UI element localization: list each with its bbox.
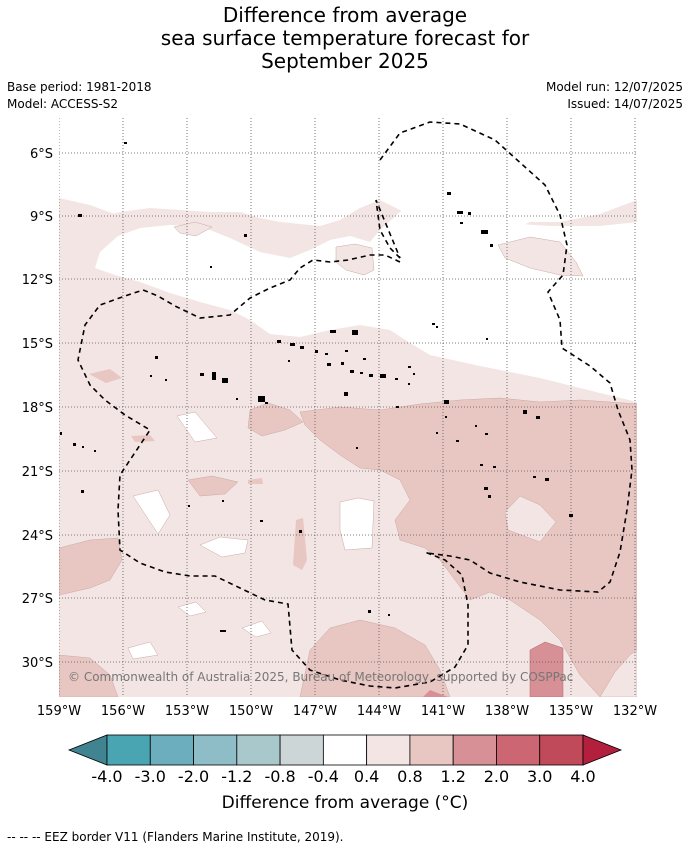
longitude-label: 144°W: [357, 704, 401, 719]
base-period: Base period: 1981-2018: [7, 80, 152, 94]
anomaly-region-strong: [529, 641, 564, 697]
near-average-patch: [199, 536, 249, 558]
near-average-patch: [127, 641, 159, 660]
anomaly-patch-medium: [248, 478, 263, 484]
anomaly-patch: [173, 221, 213, 237]
colorbar-tick-label: -3.0: [135, 767, 166, 786]
title-line-3: September 2025: [261, 49, 429, 73]
colorbar-swatch: [149, 734, 194, 766]
anomaly-patch-medium: [293, 518, 307, 570]
near-average-patch: [132, 489, 171, 535]
anomaly-patch-medium: [59, 537, 123, 596]
latitude-label: 12°S: [22, 273, 53, 288]
near-average-patch: [177, 601, 207, 617]
colorbar-extend-high: [582, 734, 623, 766]
anomaly-patch-west: [59, 198, 120, 238]
latitude-label: 15°S: [22, 337, 53, 352]
eez-footnote: -- -- -- EEZ border V11 (Flanders Marine…: [7, 830, 344, 844]
colorbar-swatch: [452, 734, 497, 766]
colorbar-swatch: [409, 734, 454, 766]
latitude-labels: 6°S 9°S 12°S 15°S 18°S 21°S 24°S 27°S 30°S: [22, 147, 53, 671]
map-plot-area: © Commonwealth of Australia 2025, Bureau…: [59, 118, 637, 697]
colorbar-swatch: [279, 734, 324, 766]
colorbar-tick-label: -2.0: [178, 767, 209, 786]
anomaly-patch: [504, 495, 557, 543]
anomaly-patch: [599, 649, 637, 697]
anomaly-patch-medium: [247, 402, 304, 437]
anomaly-patch-medium: [131, 435, 155, 442]
colorbar-tick-label: 0.4: [354, 767, 379, 786]
longitude-label: 132°W: [613, 704, 657, 719]
colorbar-tick-label: 4.0: [570, 767, 595, 786]
anomaly-patch: [335, 243, 375, 276]
latitude-label: 18°S: [22, 401, 53, 416]
longitude-label: 159°W: [37, 704, 81, 719]
copyright-notice: © Commonwealth of Australia 2025, Bureau…: [68, 670, 573, 684]
anomaly-region-medium-east: [299, 397, 637, 697]
title-line-1: Difference from average: [222, 3, 468, 27]
model-name: Model: ACCESS-S2: [7, 97, 119, 111]
anomaly-region-medium-south: [299, 619, 451, 697]
colorbar-tick-label: -4.0: [91, 767, 122, 786]
longitude-label: 147°W: [293, 704, 337, 719]
longitude-labels: 159°W 156°W 153°W 150°W 147°W 144°W 141°W 138°W…: [37, 704, 657, 719]
latitude-label: 24°S: [22, 529, 53, 544]
near-average-patch: [176, 411, 218, 443]
colorbar-title: Difference from average (°C): [221, 793, 469, 813]
latitude-label: 30°S: [22, 656, 53, 671]
anomaly-region-strong: [423, 690, 448, 697]
colorbar-tick-label: -1.2: [221, 767, 252, 786]
colorbar-swatch: [496, 734, 541, 766]
colorbar-tick-label: -0.8: [264, 767, 295, 786]
colorbar-tick-label: 1.2: [440, 767, 465, 786]
colorbar-swatch: [539, 734, 584, 766]
title-line-2: sea surface temperature forecast for: [160, 26, 530, 50]
anomaly-patch-medium: [187, 475, 239, 497]
colorbar-swatch: [366, 734, 411, 766]
colorbar-tick-label: 3.0: [527, 767, 552, 786]
issued-date: Issued: 14/07/2025: [567, 97, 683, 111]
colorbar-swatch: [193, 734, 238, 766]
colorbar-swatch: [322, 734, 368, 766]
latitude-label: 21°S: [22, 465, 53, 480]
longitude-label: 138°W: [485, 704, 529, 719]
near-average-patch: [339, 497, 375, 551]
colorbar: -4.0 -3.0 -2.0 -1.2 -0.8 -0.4 0.4 0.8 1.2 2.0 3.0 4…: [67, 734, 623, 786]
colorbar-tick-label: 2.0: [484, 767, 509, 786]
latitude-label: 9°S: [30, 210, 53, 225]
anomaly-patch-medium: [59, 654, 119, 697]
longitude-label: 153°W: [165, 704, 209, 719]
colorbar-tick-label: 0.8: [397, 767, 422, 786]
eez-border-south-west: [77, 254, 469, 689]
model-run: Model run: 12/07/2025: [545, 80, 683, 94]
colorbar-tick-label: -0.4: [308, 767, 339, 786]
anomaly-patch-medium: [89, 369, 122, 383]
colorbar-swatch: [106, 734, 151, 766]
longitude-label: 141°W: [421, 704, 465, 719]
colorbar-swatch: [236, 734, 281, 766]
latitude-label: 27°S: [22, 592, 53, 607]
eez-border-north-east: [375, 121, 633, 593]
longitude-label: 156°W: [101, 704, 145, 719]
islands: [60, 142, 573, 632]
longitude-label: 150°W: [229, 704, 273, 719]
map-gridlines: [59, 118, 637, 697]
latitude-label: 6°S: [30, 147, 53, 162]
near-average-region-north: [59, 118, 637, 240]
colorbar-extend-low: [67, 734, 108, 766]
longitude-label: 135°W: [549, 704, 593, 719]
anomaly-patch: [497, 236, 584, 277]
